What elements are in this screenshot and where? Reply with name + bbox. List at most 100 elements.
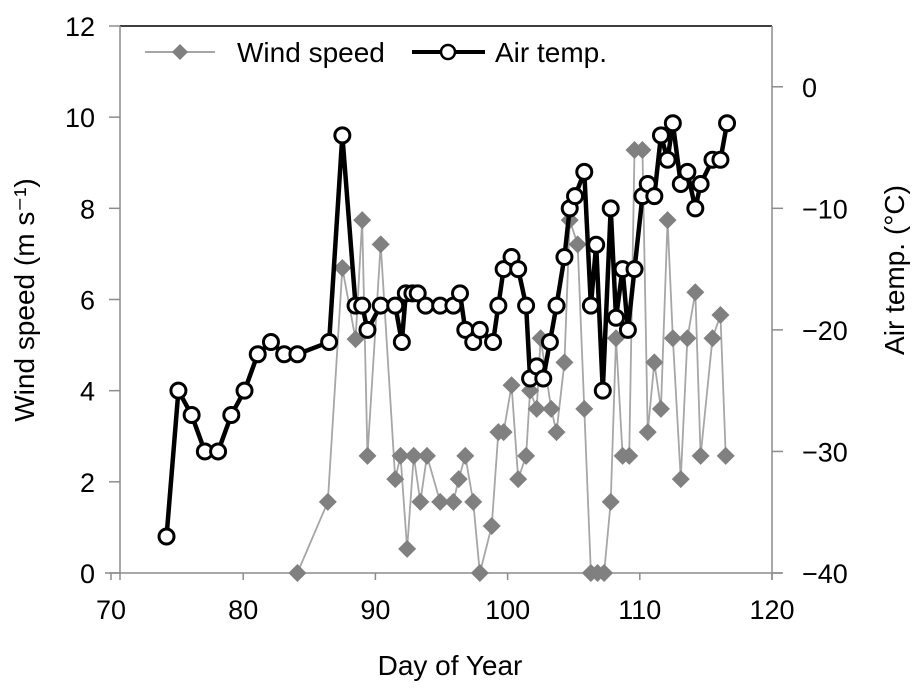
wind-speed-point: [633, 140, 652, 159]
air-temp-point: [517, 296, 536, 315]
air-temp-point: [371, 296, 390, 315]
wind-speed-point: [595, 564, 614, 582]
right-y-tick-label: −40: [802, 559, 848, 589]
right-y-tick-label: −10: [802, 194, 848, 224]
air-temp-point: [392, 333, 411, 352]
wind-speed-point: [547, 423, 566, 442]
wind-speed-point: [391, 446, 410, 465]
wind-speed-point: [431, 492, 450, 511]
air-temp-point: [651, 126, 670, 145]
wind-speed-point: [645, 353, 664, 372]
air-temp-point: [386, 296, 405, 315]
wind-speed-point: [494, 423, 513, 442]
air-temp-point: [593, 381, 612, 400]
legend-wind-label: Wind speed: [237, 37, 385, 68]
air-temp-point: [484, 333, 503, 352]
wind-speed-point: [456, 446, 475, 465]
wind-speed-point: [411, 492, 430, 511]
wind-speed-point: [651, 399, 670, 418]
wind-speed-point: [358, 446, 377, 465]
wind-speed-point: [444, 492, 463, 511]
left-y-tick-label: 4: [80, 377, 95, 407]
wind-speed-series: [288, 140, 735, 582]
wind-speed-point: [449, 470, 468, 489]
wind-speed-point: [509, 470, 528, 489]
air-temp-point: [718, 114, 737, 133]
legend-item-wind-speed: Wind speed: [145, 37, 385, 68]
air-temp-point: [575, 162, 594, 181]
air-temp-point: [601, 199, 620, 218]
legend-wind-diamond-icon: [172, 44, 188, 60]
air-temp-point: [416, 296, 435, 315]
right-y-tick-label: −20: [802, 316, 848, 346]
wind-speed-point: [482, 517, 501, 536]
legend: Wind speed Air temp.: [145, 37, 607, 68]
air-temp-point: [509, 260, 528, 279]
air-temp-point: [711, 150, 730, 169]
wind-speed-point: [575, 399, 594, 418]
left-y-axis-title: Wind speed (m s⁻¹): [9, 178, 40, 422]
wind-speed-point: [671, 470, 690, 489]
left-y-tick-label: 10: [65, 103, 95, 133]
wind-speed-point: [527, 399, 546, 418]
wind-speed-point: [663, 329, 682, 348]
wind-speed-point: [417, 446, 436, 465]
air-temp-point: [547, 296, 566, 315]
wind-speed-point: [658, 211, 677, 230]
left-y-tick-label: 0: [80, 559, 95, 589]
left-y-tick-label: 6: [80, 286, 95, 316]
x-tick-label: 90: [360, 595, 390, 625]
wind-speed-point: [542, 399, 561, 418]
air-temp-point: [261, 333, 280, 352]
air-temp-point: [358, 320, 377, 339]
air-temp-point: [489, 296, 508, 315]
air-temp-point: [288, 345, 307, 364]
right-y-tick-label: −30: [802, 437, 848, 467]
x-axis-title: Day of Year: [378, 650, 523, 681]
wind-speed-point: [703, 329, 722, 348]
wind-speed-point: [398, 539, 417, 558]
wind-speed-point: [333, 259, 352, 278]
right-y-axis-title: Air temp. (°C): [879, 185, 910, 355]
air-temp-point: [658, 150, 677, 169]
air-temp-point: [691, 175, 710, 194]
right-y-tick-label: 0: [802, 73, 817, 103]
legend-temp-label: Air temp.: [495, 37, 607, 68]
air-temp-point: [534, 369, 553, 388]
air-temp-point: [686, 199, 705, 218]
air-temp-point: [607, 308, 626, 327]
air-temp-point: [451, 284, 470, 303]
air-temp-point: [353, 296, 372, 315]
wind-speed-point: [517, 446, 536, 465]
air-temp-point: [470, 320, 489, 339]
air-temp-series: [157, 114, 737, 546]
wind-speed-point: [371, 235, 390, 254]
left-y-tick-label: 12: [65, 12, 95, 42]
wind-speed-point: [288, 564, 307, 582]
wind-speed-point: [502, 376, 521, 395]
air-temp-point: [248, 345, 267, 364]
air-temp-point: [320, 333, 339, 352]
wind-speed-point: [568, 235, 587, 254]
wind-speed-point: [404, 446, 423, 465]
x-tick-label: 70: [96, 595, 126, 625]
air-temp-point: [678, 162, 697, 181]
air-temp-point: [157, 527, 176, 546]
wind-speed-point: [691, 446, 710, 465]
left-y-axis-ticks: 0 2 4 6 8 10 12: [65, 12, 120, 589]
wind-speed-point: [386, 470, 405, 489]
air-temp-point: [182, 405, 201, 424]
legend-temp-circle-icon: [439, 43, 457, 61]
air-temp-point: [333, 126, 352, 145]
left-y-tick-label: 2: [80, 468, 95, 498]
wind-speed-point: [353, 211, 372, 230]
x-tick-label: 100: [485, 595, 530, 625]
wind-speed-point: [470, 564, 489, 582]
wind-speed-point: [620, 446, 639, 465]
air-temp-point: [555, 247, 574, 266]
air-temp-point: [169, 381, 188, 400]
air-temp-point: [663, 114, 682, 133]
x-tick-label: 120: [749, 595, 794, 625]
wind-speed-point: [464, 492, 483, 511]
